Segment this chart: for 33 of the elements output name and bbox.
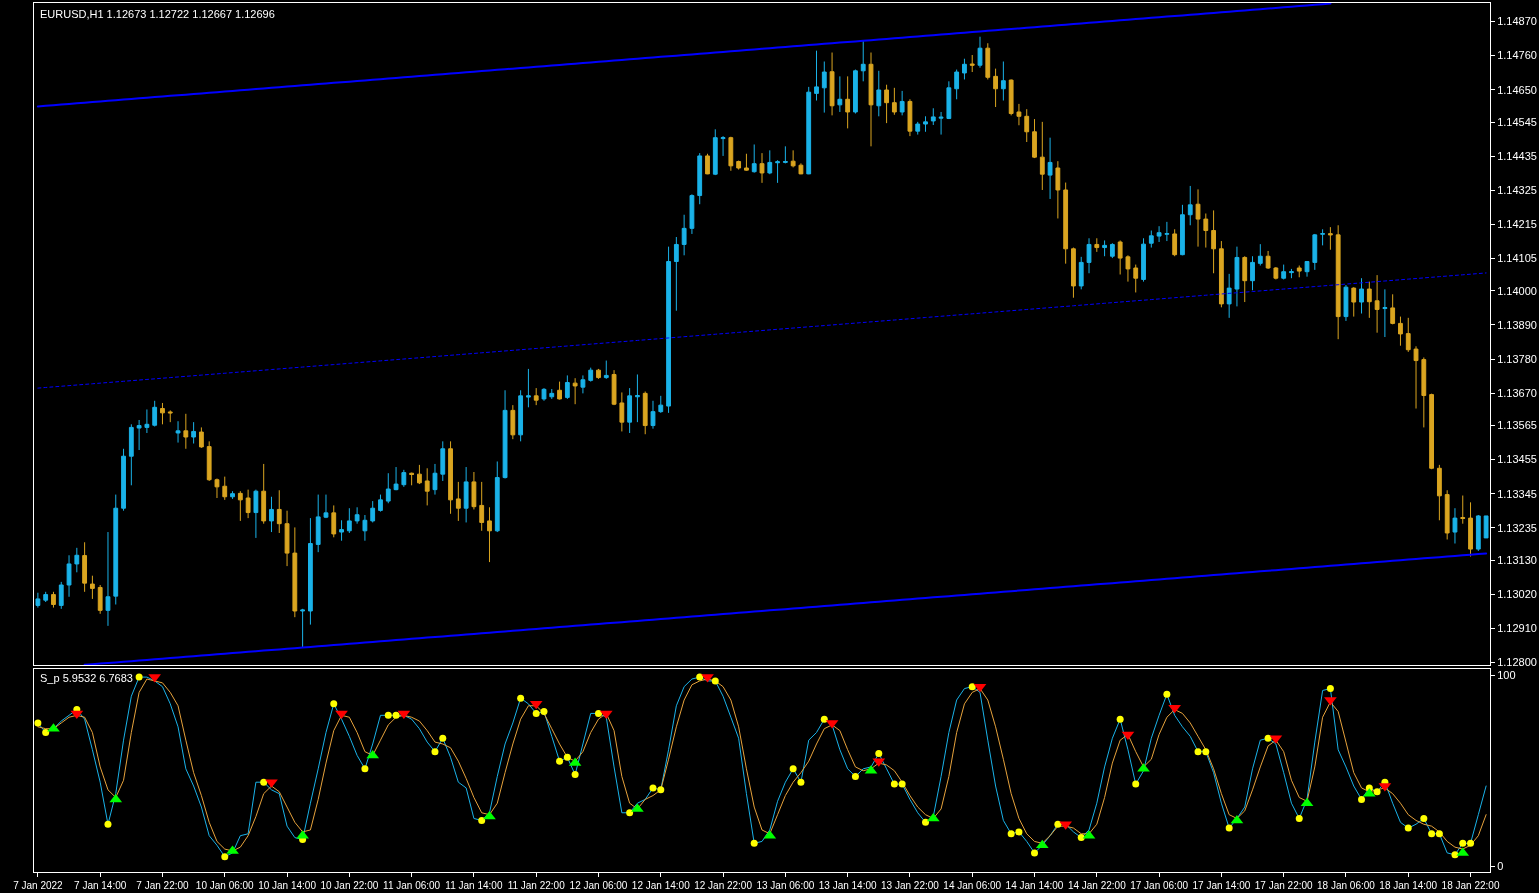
x-tick-label: 13 Jan 22:00: [881, 880, 940, 891]
x-tick-label: 12 Jan 14:00: [631, 880, 691, 891]
x-tick-label: 7 Jan 2022: [13, 880, 64, 891]
x-tick-label: 17 Jan 14:00: [1192, 880, 1251, 891]
point: [1168, 704, 1182, 714]
y-tick-label: 0: [1497, 860, 1504, 873]
x-tick-label: 7 Jan 14:00: [74, 880, 127, 891]
point: [1230, 814, 1244, 824]
point: [973, 683, 987, 693]
x-tick-label: 10 Jan 22:00: [320, 880, 379, 891]
x-tick-label: 12 Jan 06:00: [569, 880, 628, 891]
x-tick-label: 17 Jan 06:00: [1130, 880, 1189, 891]
point: [366, 749, 380, 759]
x-tick-label: 12 Jan 22:00: [694, 880, 753, 891]
x-tick-label: 11 Jan 22:00: [507, 880, 566, 891]
x-tick-label: 14 Jan 14:00: [1005, 880, 1064, 891]
x-tick-label: 13 Jan 14:00: [818, 880, 877, 891]
x-tick-label: 14 Jan 06:00: [943, 880, 1002, 891]
candlestick: [35, 592, 41, 609]
x-tick-label: 17 Jan 22:00: [1254, 880, 1314, 891]
x-tick-label: 18 Jan 22:00: [1441, 880, 1500, 891]
x-tick-label: 7 Jan 22:00: [136, 880, 190, 891]
x-tick-label: 18 Jan 14:00: [1379, 880, 1438, 891]
y-tick-label: 100: [1497, 669, 1516, 682]
point: [109, 793, 123, 803]
x-tick-label: 10 Jan 06:00: [195, 880, 255, 891]
x-tick-label: 13 Jan 06:00: [756, 880, 815, 891]
x-tick-label: 14 Jan 22:00: [1067, 880, 1127, 891]
x-tick-label: 18 Jan 06:00: [1317, 880, 1376, 891]
chart-title: S_p 5.9532 6.7683: [40, 672, 133, 684]
x-tick-label: 11 Jan 14:00: [445, 880, 503, 891]
x-tick-label: 11 Jan 06:00: [383, 880, 441, 891]
x-tick-label: 10 Jan 14:00: [258, 880, 317, 891]
